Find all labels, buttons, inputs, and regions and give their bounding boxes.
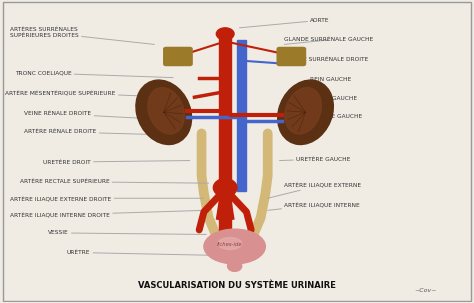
Text: VESSIE: VESSIE [48,231,206,235]
FancyBboxPatch shape [164,48,192,65]
Ellipse shape [278,80,333,145]
Text: GLANDE SURRÉNALE GAUCHE: GLANDE SURRÉNALE GAUCHE [284,37,374,45]
Text: ARTÈRE RÉNALE GAUCHE: ARTÈRE RÉNALE GAUCHE [287,114,362,133]
Ellipse shape [285,88,321,134]
Ellipse shape [204,229,265,264]
Text: VASCULARISATION DU SYSTÈME URINAIRE: VASCULARISATION DU SYSTÈME URINAIRE [138,281,336,290]
Text: ARTÈRE ILIAQUE EXTERNE: ARTÈRE ILIAQUE EXTERNE [268,182,361,198]
Bar [219,34,231,236]
Text: ARTÈRE RÉNALE DROITE: ARTÈRE RÉNALE DROITE [24,129,168,135]
Ellipse shape [228,261,242,271]
Ellipse shape [218,238,242,250]
Text: VEINE SURRÉNALE DROITE: VEINE SURRÉNALE DROITE [284,57,368,65]
Text: ARTÈRE ILIAQUE INTERNE: ARTÈRE ILIAQUE INTERNE [268,201,360,210]
FancyBboxPatch shape [277,48,306,65]
Text: URÈTRE: URÈTRE [67,250,225,255]
Ellipse shape [213,179,237,197]
Ellipse shape [136,80,191,145]
Text: ARTÈRE ILIAQUE EXTERNE DROITE: ARTÈRE ILIAQUE EXTERNE DROITE [10,195,204,201]
Text: ARTÈRE ILIAQUE INTERNE DROITE: ARTÈRE ILIAQUE INTERNE DROITE [10,210,206,218]
Text: VEINE RÉNALE DROITE: VEINE RÉNALE DROITE [24,111,171,120]
Text: fiches-ide: fiches-ide [217,242,243,248]
Text: AORTE: AORTE [239,18,330,28]
Text: ~Cov~: ~Cov~ [415,288,438,293]
Text: URETÈRE DROIT: URETÈRE DROIT [43,159,190,165]
Text: ARTÈRES SURRÉNALES
SUPÉRIEURES DROITES: ARTÈRES SURRÉNALES SUPÉRIEURES DROITES [10,27,155,45]
Bar [237,40,246,191]
Text: TRONC COELIAQUE: TRONC COELIAQUE [15,71,173,78]
Text: ARTÈRE RECTALE SUPÉRIEURE: ARTÈRE RECTALE SUPÉRIEURE [19,179,209,184]
Text: ARTÈRE MÉSENTÉRIQUE SUPÉRIEURE: ARTÈRE MÉSENTÉRIQUE SUPÉRIEURE [5,90,173,97]
Text: URETÈRE GAUCHE: URETÈRE GAUCHE [280,157,350,161]
Ellipse shape [216,28,234,40]
Ellipse shape [148,88,184,134]
Text: VEINE RÉNALE GAUCHE: VEINE RÉNALE GAUCHE [287,96,357,120]
Text: REIN GAUCHE: REIN GAUCHE [301,77,352,91]
